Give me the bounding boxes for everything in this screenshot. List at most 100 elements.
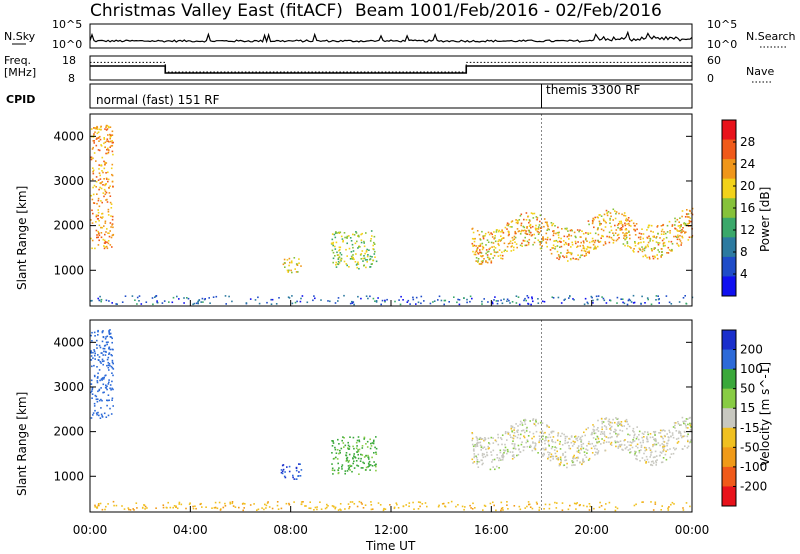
cell	[475, 250, 478, 252]
cell	[564, 241, 567, 244]
cell	[549, 456, 552, 458]
colorbar-segment	[722, 198, 736, 219]
cell	[498, 459, 500, 462]
cell	[665, 295, 668, 297]
cell	[534, 424, 537, 427]
cell	[507, 242, 510, 245]
colorbar-segment	[722, 276, 736, 297]
cell	[500, 509, 502, 512]
cell	[332, 261, 334, 264]
cell	[537, 302, 540, 304]
cell	[369, 266, 372, 268]
cell	[361, 447, 364, 449]
cell	[593, 247, 596, 249]
cell	[112, 141, 114, 144]
cell	[619, 429, 621, 432]
cell	[559, 246, 561, 248]
cell	[516, 228, 519, 230]
cell	[671, 434, 674, 436]
cell	[489, 502, 492, 505]
cell	[476, 437, 478, 440]
cell	[627, 217, 630, 219]
cell	[594, 454, 596, 456]
cell	[335, 264, 337, 266]
cell	[371, 263, 373, 265]
cell	[111, 142, 114, 144]
cell	[532, 418, 535, 420]
cell	[684, 445, 686, 447]
cell	[561, 444, 564, 446]
cell	[557, 234, 560, 236]
cell	[658, 242, 661, 244]
cell	[601, 428, 603, 431]
cell	[650, 451, 652, 454]
cell	[110, 354, 112, 356]
cell	[601, 420, 603, 423]
cell	[104, 190, 107, 193]
cell	[647, 241, 650, 244]
freq-left-tick-top: 18	[62, 54, 76, 67]
cell	[575, 438, 577, 440]
cell	[352, 257, 354, 259]
cell	[100, 398, 102, 401]
cell	[531, 449, 534, 452]
cell	[98, 140, 100, 142]
cell	[680, 244, 682, 246]
cell	[98, 219, 100, 222]
cell	[293, 478, 296, 480]
cell	[661, 436, 663, 438]
cell	[685, 420, 687, 423]
cell	[334, 232, 337, 234]
cell	[582, 504, 585, 507]
cell	[368, 460, 371, 463]
cell	[97, 372, 99, 375]
cell	[334, 236, 337, 239]
cell	[538, 231, 541, 234]
cell	[104, 146, 106, 148]
cell	[361, 232, 363, 235]
cell	[476, 248, 478, 251]
cell	[566, 442, 569, 444]
cell	[686, 209, 688, 211]
cell	[438, 295, 441, 298]
cell	[539, 243, 541, 246]
cell	[651, 249, 653, 251]
cell	[110, 389, 112, 391]
cell	[475, 245, 477, 247]
cell	[352, 436, 355, 439]
cell	[660, 435, 662, 438]
cell	[623, 425, 625, 427]
cell	[689, 429, 692, 432]
cell	[552, 222, 555, 225]
cell	[381, 299, 384, 302]
cell	[617, 425, 619, 427]
cell	[571, 461, 574, 464]
power-frame	[89, 113, 693, 307]
cell	[337, 260, 340, 263]
cell	[300, 503, 303, 506]
cell	[659, 454, 661, 457]
cell	[101, 170, 103, 172]
cell	[503, 298, 505, 301]
cell	[667, 507, 669, 510]
cell	[593, 248, 595, 250]
cell	[544, 442, 546, 445]
cell	[245, 302, 248, 304]
cell	[474, 445, 477, 448]
cell	[665, 236, 668, 239]
cell	[687, 439, 689, 442]
cell	[633, 454, 636, 456]
cell	[479, 239, 482, 241]
cell	[545, 436, 547, 438]
cell	[96, 347, 98, 349]
cell	[585, 448, 587, 451]
cell	[526, 227, 528, 229]
cell	[506, 222, 509, 224]
cell	[533, 212, 536, 215]
cell	[570, 441, 573, 444]
colorbar-segment	[722, 369, 736, 390]
cell	[480, 445, 483, 448]
cell	[563, 464, 566, 466]
cell	[108, 187, 110, 189]
cell	[98, 164, 100, 166]
